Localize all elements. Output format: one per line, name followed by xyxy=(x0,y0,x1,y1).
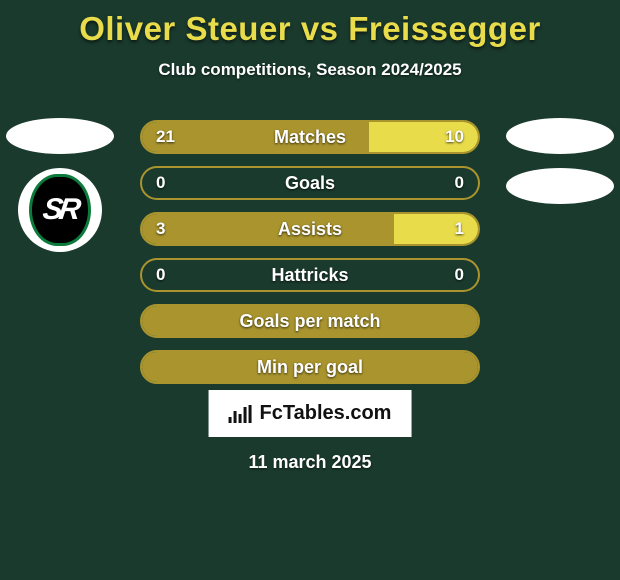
subtitle: Club competitions, Season 2024/2025 xyxy=(0,60,620,80)
stat-row: Goals per match xyxy=(140,304,480,338)
stat-label: Min per goal xyxy=(142,352,478,382)
player-oval xyxy=(6,118,114,154)
club-logo-glyph: SR xyxy=(41,193,79,227)
stat-row: 00Hattricks xyxy=(140,258,480,292)
bar-chart-icon xyxy=(229,405,252,423)
stats-panel: 2110Matches 00Goals 31Assists 00Hattricks Go… xyxy=(140,120,480,396)
stat-row: 00Goals xyxy=(140,166,480,200)
player-oval xyxy=(506,118,614,154)
stat-label: Goals per match xyxy=(142,306,478,336)
stat-label: Assists xyxy=(142,214,478,244)
stat-label: Goals xyxy=(142,168,478,198)
club-logo: SR xyxy=(18,168,102,252)
stat-row: 2110Matches xyxy=(140,120,480,154)
stat-label: Hattricks xyxy=(142,260,478,290)
stat-row: Min per goal xyxy=(140,350,480,384)
player-oval xyxy=(506,168,614,204)
left-player-marks: SR xyxy=(6,118,114,252)
site-badge-text: FcTables.com xyxy=(260,402,392,425)
right-player-marks xyxy=(506,118,614,218)
date-label: 11 march 2025 xyxy=(0,452,620,473)
stat-row: 31Assists xyxy=(140,212,480,246)
stat-label: Matches xyxy=(142,122,478,152)
site-badge: FcTables.com xyxy=(209,390,412,437)
page-title: Oliver Steuer vs Freissegger xyxy=(0,0,620,48)
